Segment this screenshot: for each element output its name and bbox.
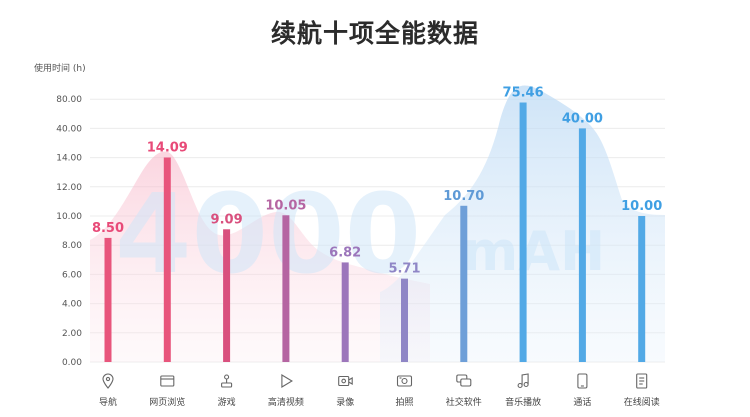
y-tick-label: 0.00 [62, 358, 82, 368]
category-label: 高清视频 [268, 396, 304, 408]
category-label: 导航 [99, 396, 117, 408]
value-label: 14.09 [147, 140, 188, 155]
watermark-number: 4000 [115, 170, 421, 298]
joystick-icon [221, 374, 233, 388]
y-tick-label: 40.00 [56, 124, 82, 134]
value-label: 8.50 [92, 221, 124, 236]
category-label: 社交软件 [446, 396, 482, 408]
bar [578, 128, 586, 362]
value-label: 10.70 [443, 189, 484, 204]
value-label: 75.46 [503, 86, 544, 101]
value-label: 10.00 [621, 199, 662, 214]
bar [341, 262, 349, 362]
category-label: 拍照 [395, 396, 413, 408]
y-tick-label: 4.00 [62, 300, 82, 310]
y-axis-label: 使用时间 (h) [34, 62, 86, 74]
bar [638, 216, 646, 362]
category-label: 音乐播放 [505, 396, 541, 408]
play-icon [281, 374, 293, 388]
category-label: 游戏 [218, 396, 236, 408]
bar [401, 278, 408, 362]
y-tick-label: 2.00 [62, 329, 82, 339]
y-tick-label: 14.00 [56, 154, 82, 164]
value-label: 10.05 [265, 198, 306, 213]
y-tick-label: 80.00 [56, 95, 82, 105]
category-label: 通话 [573, 396, 591, 408]
value-label: 9.09 [211, 212, 243, 227]
category-label: 网页浏览 [149, 396, 185, 408]
category-label: 录像 [336, 396, 354, 408]
chat-bubbles-icon [456, 374, 472, 387]
y-tick-label: 12.00 [56, 183, 82, 193]
value-label: 5.71 [388, 262, 420, 277]
bar [163, 157, 171, 362]
browser-window-icon [160, 375, 175, 387]
bar [460, 205, 468, 362]
bar [104, 237, 112, 362]
phone-icon [577, 373, 588, 389]
bar [223, 229, 231, 362]
y-tick-label: 10.00 [56, 212, 82, 222]
value-label: 40.00 [562, 111, 603, 126]
location-pin-icon [102, 373, 114, 389]
chart-title: 续航十项全能数据 [270, 19, 479, 48]
y-tick-label: 8.00 [62, 241, 82, 251]
bar [282, 215, 290, 362]
video-camera-icon [338, 375, 353, 387]
bar [519, 102, 527, 363]
y-tick-label: 6.00 [62, 270, 82, 280]
music-note-icon [517, 373, 529, 389]
value-label: 6.82 [329, 245, 361, 260]
photo-icon [396, 375, 413, 387]
document-icon [636, 373, 648, 389]
category-label: 在线阅读 [624, 396, 660, 408]
